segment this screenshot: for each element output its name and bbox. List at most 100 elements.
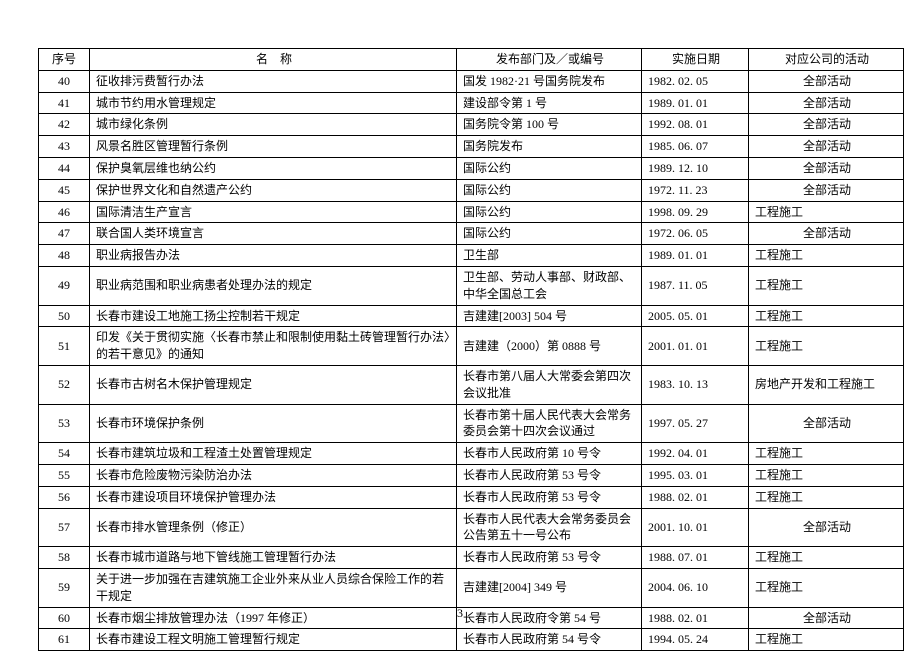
table-row: 55长春市危险废物污染防治办法长春市人民政府第 53 号令1995. 03. 0… [39,464,904,486]
cell-dept: 长春市人民政府第 53 号令 [457,464,642,486]
cell-date: 1997. 05. 27 [642,404,749,443]
cell-name: 职业病范围和职业病患者处理办法的规定 [90,266,457,305]
cell-act: 工程施工 [749,443,904,465]
cell-dept: 长春市人民政府第 53 号令 [457,486,642,508]
cell-dept: 国务院发布 [457,136,642,158]
table-row: 46国际清洁生产宣言国际公约1998. 09. 29工程施工 [39,201,904,223]
header-seq: 序号 [39,49,90,71]
cell-act: 全部活动 [749,136,904,158]
cell-dept: 吉建建（2000）第 0888 号 [457,327,642,366]
cell-act: 工程施工 [749,547,904,569]
cell-dept: 长春市人民政府第 53 号令 [457,547,642,569]
regulation-table: 序号 名 称 发布部门及／或编号 实施日期 对应公司的活动 40征收排污费暂行办… [38,48,904,651]
cell-name: 保护臭氧层维也纳公约 [90,157,457,179]
cell-dept: 长春市人民代表大会常务委员会公告第五十一号公布 [457,508,642,547]
cell-date: 1988. 07. 01 [642,547,749,569]
cell-dept: 吉建建[2003] 504 号 [457,305,642,327]
cell-name: 城市节约用水管理规定 [90,92,457,114]
cell-name: 征收排污费暂行办法 [90,70,457,92]
cell-date: 1988. 02. 01 [642,486,749,508]
cell-seq: 43 [39,136,90,158]
cell-date: 1994. 05. 24 [642,629,749,651]
cell-seq: 42 [39,114,90,136]
table-row: 50长春市建设工地施工扬尘控制若干规定吉建建[2003] 504 号2005. … [39,305,904,327]
cell-seq: 52 [39,365,90,404]
cell-act: 全部活动 [749,179,904,201]
cell-date: 2001. 01. 01 [642,327,749,366]
table-row: 59关于进一步加强在吉建筑施工企业外来从业人员综合保险工作的若干规定吉建建[20… [39,568,904,607]
cell-act: 全部活动 [749,157,904,179]
cell-seq: 44 [39,157,90,179]
cell-name: 职业病报告办法 [90,245,457,267]
cell-name: 长春市排水管理条例（修正） [90,508,457,547]
cell-seq: 55 [39,464,90,486]
cell-seq: 54 [39,443,90,465]
table-row: 61长春市建设工程文明施工管理暂行规定长春市人民政府第 54 号令1994. 0… [39,629,904,651]
cell-dept: 卫生部、劳动人事部、财政部、中华全国总工会 [457,266,642,305]
cell-act: 工程施工 [749,245,904,267]
cell-date: 2004. 06. 10 [642,568,749,607]
table-row: 42城市绿化条例国务院令第 100 号1992. 08. 01全部活动 [39,114,904,136]
cell-name: 城市绿化条例 [90,114,457,136]
cell-name: 风景名胜区管理暂行条例 [90,136,457,158]
cell-name: 长春市城市道路与地下管线施工管理暂行办法 [90,547,457,569]
table-row: 53长春市环境保护条例长春市第十届人民代表大会常务委员会第十四次会议通过1997… [39,404,904,443]
cell-name: 关于进一步加强在吉建筑施工企业外来从业人员综合保险工作的若干规定 [90,568,457,607]
cell-act: 工程施工 [749,305,904,327]
cell-name: 长春市危险废物污染防治办法 [90,464,457,486]
table-row: 52长春市古树名木保护管理规定长春市第八届人大常委会第四次会议批准1983. 1… [39,365,904,404]
page-number: 3 [0,606,920,621]
table-row: 48职业病报告办法卫生部1989. 01. 01工程施工 [39,245,904,267]
cell-act: 工程施工 [749,464,904,486]
header-date: 实施日期 [642,49,749,71]
cell-name: 长春市建设工程文明施工管理暂行规定 [90,629,457,651]
cell-dept: 国际公约 [457,179,642,201]
cell-seq: 51 [39,327,90,366]
cell-date: 1983. 10. 13 [642,365,749,404]
cell-date: 2001. 10. 01 [642,508,749,547]
cell-name: 长春市古树名木保护管理规定 [90,365,457,404]
cell-date: 1985. 06. 07 [642,136,749,158]
cell-act: 全部活动 [749,223,904,245]
cell-date: 1989. 01. 01 [642,92,749,114]
table-row: 44保护臭氧层维也纳公约国际公约1989. 12. 10全部活动 [39,157,904,179]
header-act: 对应公司的活动 [749,49,904,71]
cell-seq: 59 [39,568,90,607]
cell-act: 全部活动 [749,70,904,92]
cell-act: 房地产开发和工程施工 [749,365,904,404]
cell-seq: 46 [39,201,90,223]
table-row: 57长春市排水管理条例（修正）长春市人民代表大会常务委员会公告第五十一号公布20… [39,508,904,547]
cell-dept: 国务院令第 100 号 [457,114,642,136]
cell-seq: 47 [39,223,90,245]
cell-name: 国际清洁生产宣言 [90,201,457,223]
cell-seq: 48 [39,245,90,267]
table-row: 47联合国人类环境宣言国际公约1972. 06. 05全部活动 [39,223,904,245]
header-name: 名 称 [90,49,457,71]
cell-dept: 长春市第十届人民代表大会常务委员会第十四次会议通过 [457,404,642,443]
cell-seq: 53 [39,404,90,443]
cell-seq: 40 [39,70,90,92]
table-row: 43风景名胜区管理暂行条例国务院发布1985. 06. 07全部活动 [39,136,904,158]
table-row: 45保护世界文化和自然遗产公约国际公约1972. 11. 23全部活动 [39,179,904,201]
cell-date: 1992. 04. 01 [642,443,749,465]
cell-name: 长春市环境保护条例 [90,404,457,443]
cell-act: 全部活动 [749,508,904,547]
cell-act: 工程施工 [749,327,904,366]
cell-date: 1972. 06. 05 [642,223,749,245]
cell-date: 1989. 01. 01 [642,245,749,267]
cell-dept: 长春市第八届人大常委会第四次会议批准 [457,365,642,404]
cell-dept: 国际公约 [457,201,642,223]
cell-name: 保护世界文化和自然遗产公约 [90,179,457,201]
cell-act: 工程施工 [749,568,904,607]
cell-seq: 41 [39,92,90,114]
table-row: 41城市节约用水管理规定建设部令第 1 号1989. 01. 01全部活动 [39,92,904,114]
table-row: 40征收排污费暂行办法国发 1982·21 号国务院发布1982. 02. 05… [39,70,904,92]
table-row: 58长春市城市道路与地下管线施工管理暂行办法长春市人民政府第 53 号令1988… [39,547,904,569]
cell-date: 1995. 03. 01 [642,464,749,486]
document-page: 序号 名 称 发布部门及／或编号 实施日期 对应公司的活动 40征收排污费暂行办… [0,0,920,651]
cell-act: 工程施工 [749,201,904,223]
header-dept: 发布部门及／或编号 [457,49,642,71]
cell-name: 联合国人类环境宣言 [90,223,457,245]
cell-date: 1987. 11. 05 [642,266,749,305]
cell-seq: 61 [39,629,90,651]
